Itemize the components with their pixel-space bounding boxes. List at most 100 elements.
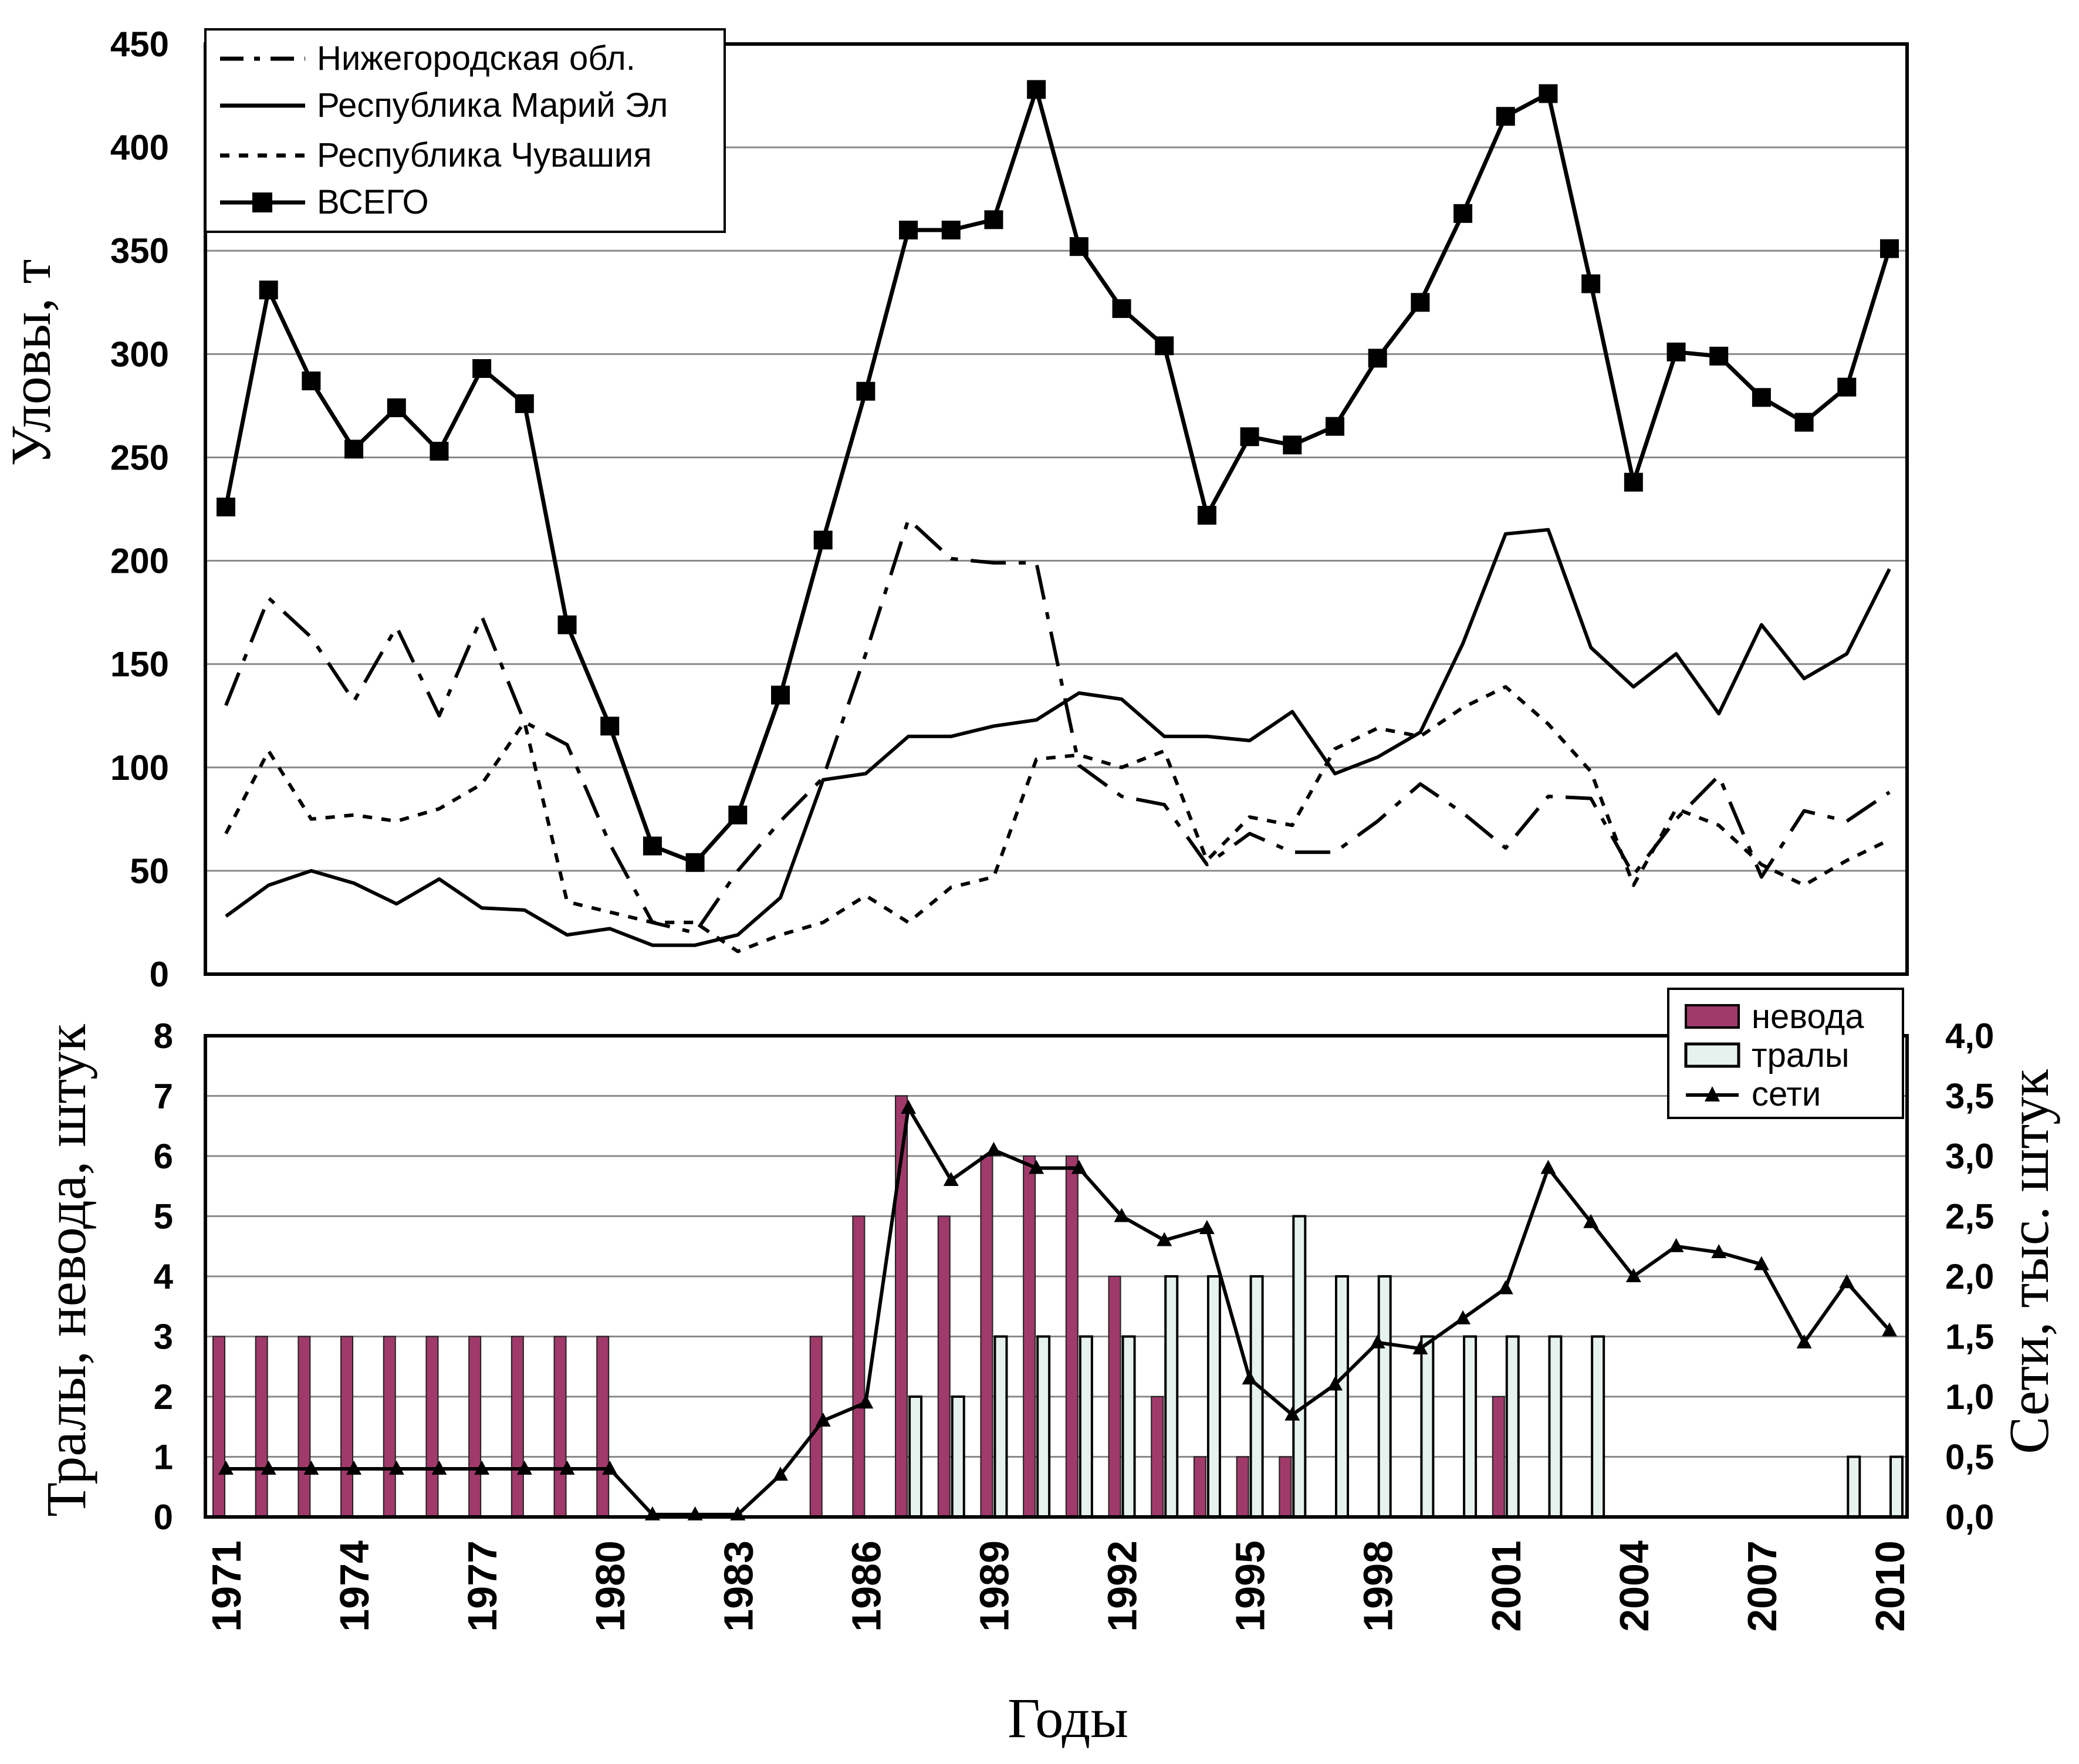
seine-bar xyxy=(852,1215,866,1518)
y-tick-label: 450 xyxy=(110,25,169,64)
nets-marker xyxy=(1412,1340,1428,1354)
total-marker xyxy=(643,836,662,856)
total-marker xyxy=(941,221,961,239)
nets-marker xyxy=(1796,1334,1812,1349)
gear-chart-x-ticks: 1971 1974 1977 1980 1983 1986 1989 1992 1995 1998… xyxy=(204,1540,1913,1632)
y-tick-label: 3 xyxy=(154,1317,173,1357)
nets-marker xyxy=(815,1412,831,1427)
legend-item-seines: невода xyxy=(1685,998,1864,1036)
nets-marker xyxy=(346,1461,362,1475)
gear-chart: 0 1 2 3 4 5 6 7 8 0,0 0,5 1,0 1,5 2,0 2,5 3,0 3,5 4,0 19… xyxy=(35,988,2060,1749)
catch-chart-legend-box xyxy=(204,28,726,233)
legend-item-nizhny-novgorod: Нижегородская обл. xyxy=(220,39,635,77)
y-tick-label: 4 xyxy=(154,1257,174,1296)
total-marker xyxy=(984,210,1003,229)
total-marker xyxy=(302,371,321,391)
legend-item-nets: сети xyxy=(1686,1075,1821,1113)
x-tick-label: 1974 xyxy=(332,1540,377,1632)
nets-marker xyxy=(1540,1160,1556,1174)
seine-bar xyxy=(937,1215,951,1518)
y-tick-label: 350 xyxy=(110,231,169,271)
nets-marker xyxy=(1242,1370,1257,1385)
nets-marker xyxy=(261,1461,276,1475)
legend-label: Республика Чувашия xyxy=(317,136,652,174)
total-marker xyxy=(472,359,492,378)
total-marker xyxy=(771,685,790,705)
x-tick-label: 2010 xyxy=(1867,1540,1913,1632)
gear-chart-right-y-ticks: 0,0 0,5 1,0 1,5 2,0 2,5 3,0 3,5 4,0 xyxy=(1945,1016,1994,1537)
catch-chart-legend: Нижегородская обл. Республика Марий Эл Р… xyxy=(204,28,726,233)
total-marker xyxy=(344,440,364,459)
x-tick-label: 1998 xyxy=(1355,1540,1401,1632)
seine-bar xyxy=(1151,1396,1164,1518)
gear-chart-legend: невода тралы сети xyxy=(1667,988,1904,1119)
seine-bar xyxy=(511,1336,524,1518)
nets-marker xyxy=(1753,1256,1769,1270)
catch-chart-series xyxy=(217,80,1899,954)
y2-tick-label: 3,5 xyxy=(1945,1077,1994,1116)
total-marker xyxy=(728,805,748,824)
total-marker xyxy=(1794,413,1814,432)
gear-chart-x-axis-title: Годы xyxy=(1008,1687,1128,1749)
nets-marker xyxy=(858,1394,874,1409)
x-tick-label: 1986 xyxy=(843,1540,889,1632)
total-marker xyxy=(259,281,278,300)
total-marker xyxy=(856,381,875,401)
gear-chart-left-y-ticks: 0 1 2 3 4 5 6 7 8 xyxy=(154,1016,174,1537)
nets-marker xyxy=(901,1100,917,1114)
trawl-bar xyxy=(1463,1335,1478,1518)
y-tick-label: 200 xyxy=(110,542,169,581)
total-marker xyxy=(1283,435,1302,455)
series-line-1 xyxy=(224,518,1891,935)
legend-label: Нижегородская обл. xyxy=(317,39,635,77)
y-tick-label: 150 xyxy=(110,645,169,684)
catch-chart-y-axis-title: Уловы, т xyxy=(0,259,62,467)
trawl-bar xyxy=(1889,1455,1904,1518)
series-line-4 xyxy=(224,87,1892,865)
total-marker xyxy=(557,615,577,634)
nets-marker xyxy=(1583,1214,1599,1228)
total-marker xyxy=(813,530,833,550)
total-marker xyxy=(1112,299,1131,318)
seine-bar xyxy=(553,1336,567,1518)
catch-chart: 0 50 100 150 200 250 300 350 400 450 Уловы, т Ниж… xyxy=(0,25,1909,994)
nets-marker xyxy=(559,1461,575,1475)
total-marker xyxy=(1368,349,1387,368)
seine-bar xyxy=(1193,1456,1206,1518)
y-tick-label: 0 xyxy=(150,955,169,994)
nets-line xyxy=(226,1106,1891,1516)
trawl-bar xyxy=(1249,1275,1264,1518)
x-tick-label: 1989 xyxy=(971,1540,1017,1632)
y-tick-label: 1 xyxy=(154,1438,173,1477)
seine-bar xyxy=(255,1336,268,1518)
y2-tick-label: 2,0 xyxy=(1945,1257,1994,1296)
legend-item-total: ВСЕГО xyxy=(220,183,429,221)
seine-bar xyxy=(1236,1456,1249,1518)
seine-bar xyxy=(298,1336,311,1518)
x-tick-label: 1995 xyxy=(1228,1540,1273,1632)
nets-marker xyxy=(943,1172,959,1186)
y2-tick-label: 0,5 xyxy=(1945,1438,1994,1477)
seine-bar xyxy=(340,1336,354,1518)
x-tick-label: 2001 xyxy=(1483,1540,1529,1632)
y-tick-label: 0 xyxy=(154,1498,173,1537)
nets-marker xyxy=(1668,1238,1684,1252)
y-tick-label: 2 xyxy=(154,1377,173,1417)
seine-bar xyxy=(383,1336,396,1518)
legend-swatch-seines xyxy=(1685,1004,1740,1029)
y2-tick-label: 2,5 xyxy=(1945,1197,1994,1236)
trawl-bar xyxy=(1420,1335,1435,1518)
seine-bar xyxy=(1108,1276,1121,1518)
x-tick-label: 1992 xyxy=(1100,1540,1145,1632)
legend-item-chuvashia: Республика Чувашия xyxy=(220,136,652,174)
total-marker xyxy=(899,221,918,239)
trawl-bar xyxy=(1036,1335,1051,1518)
legend-label: тралы xyxy=(1752,1036,1850,1074)
catch-chart-frame xyxy=(204,42,1909,976)
total-marker xyxy=(1240,427,1259,447)
nets-marker xyxy=(388,1461,404,1475)
series-line-2 xyxy=(225,528,1891,947)
trawl-bar xyxy=(1121,1335,1136,1518)
nets-marker xyxy=(431,1461,447,1475)
